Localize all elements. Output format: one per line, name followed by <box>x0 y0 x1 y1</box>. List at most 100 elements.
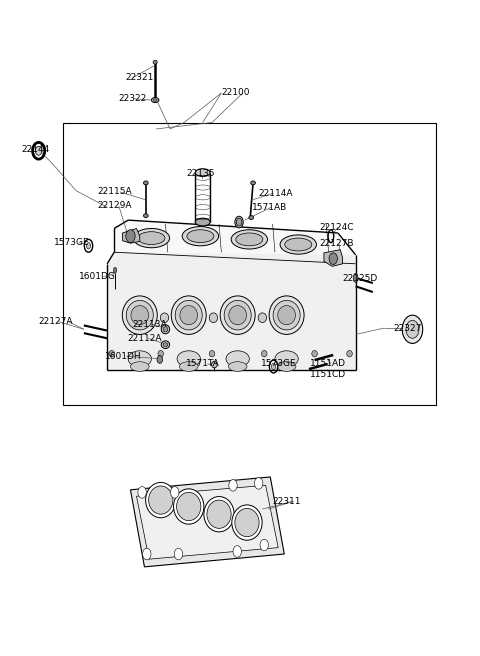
Polygon shape <box>114 220 356 264</box>
Ellipse shape <box>273 300 300 330</box>
Text: 1601DG: 1601DG <box>79 272 116 281</box>
Ellipse shape <box>212 361 217 368</box>
Ellipse shape <box>195 218 210 226</box>
Circle shape <box>402 315 423 343</box>
Text: 1571TA: 1571TA <box>186 359 220 369</box>
Ellipse shape <box>149 486 173 514</box>
Ellipse shape <box>171 296 206 335</box>
Circle shape <box>143 548 151 560</box>
Ellipse shape <box>269 296 304 335</box>
Polygon shape <box>136 485 278 559</box>
Ellipse shape <box>131 306 149 325</box>
Text: 22322: 22322 <box>119 94 147 103</box>
Ellipse shape <box>236 233 263 246</box>
Circle shape <box>157 356 163 363</box>
Ellipse shape <box>236 218 242 226</box>
Ellipse shape <box>180 306 198 325</box>
Ellipse shape <box>278 306 296 325</box>
Ellipse shape <box>161 325 169 334</box>
Ellipse shape <box>177 493 201 521</box>
Ellipse shape <box>277 361 296 371</box>
Text: 22115A: 22115A <box>98 188 132 196</box>
Text: 1573GE: 1573GE <box>261 359 297 369</box>
Ellipse shape <box>36 146 42 155</box>
Circle shape <box>329 253 337 264</box>
Ellipse shape <box>86 243 91 249</box>
Ellipse shape <box>285 238 312 251</box>
Polygon shape <box>107 252 356 370</box>
Text: 22127A: 22127A <box>38 317 73 326</box>
Polygon shape <box>324 250 343 266</box>
Circle shape <box>229 480 237 491</box>
Ellipse shape <box>220 296 255 335</box>
Ellipse shape <box>175 300 202 330</box>
Ellipse shape <box>228 361 247 371</box>
Ellipse shape <box>158 350 164 357</box>
Ellipse shape <box>280 235 316 254</box>
Ellipse shape <box>204 497 234 532</box>
Ellipse shape <box>209 350 215 357</box>
Ellipse shape <box>133 228 169 248</box>
Text: 1601DH: 1601DH <box>105 352 142 361</box>
Circle shape <box>126 230 135 243</box>
Ellipse shape <box>151 98 159 102</box>
Ellipse shape <box>160 313 168 323</box>
Text: 22114A: 22114A <box>259 189 293 197</box>
Ellipse shape <box>195 169 210 176</box>
Ellipse shape <box>144 181 148 185</box>
Ellipse shape <box>262 350 267 357</box>
Text: 22125D: 22125D <box>343 274 378 283</box>
Ellipse shape <box>145 482 176 518</box>
Ellipse shape <box>113 268 117 273</box>
Ellipse shape <box>128 351 151 367</box>
Ellipse shape <box>353 274 358 283</box>
Text: 1151CD: 1151CD <box>310 371 346 379</box>
Ellipse shape <box>138 232 165 245</box>
Text: 22124C: 22124C <box>319 222 354 232</box>
Circle shape <box>138 487 146 498</box>
Ellipse shape <box>163 327 168 332</box>
Text: 22144: 22144 <box>21 145 49 154</box>
Ellipse shape <box>153 60 157 64</box>
Circle shape <box>233 546 241 557</box>
Text: 22311: 22311 <box>273 497 301 506</box>
Ellipse shape <box>275 351 298 367</box>
Text: 22327: 22327 <box>393 323 421 333</box>
Ellipse shape <box>174 489 204 524</box>
Ellipse shape <box>144 214 148 218</box>
Text: 22127B: 22127B <box>319 239 354 248</box>
Ellipse shape <box>312 350 317 357</box>
Bar <box>63 123 436 405</box>
Text: 22113A: 22113A <box>132 319 167 329</box>
Ellipse shape <box>235 508 259 537</box>
Ellipse shape <box>122 296 157 335</box>
Circle shape <box>260 539 268 551</box>
Ellipse shape <box>177 351 200 367</box>
Ellipse shape <box>207 500 231 528</box>
Circle shape <box>170 487 179 498</box>
Ellipse shape <box>251 181 255 185</box>
Ellipse shape <box>126 300 153 330</box>
Ellipse shape <box>109 350 115 357</box>
Ellipse shape <box>347 350 352 357</box>
Ellipse shape <box>180 361 198 371</box>
Circle shape <box>254 478 263 489</box>
Text: 22112A: 22112A <box>127 334 162 343</box>
Circle shape <box>174 548 183 560</box>
Text: 22100: 22100 <box>221 89 250 98</box>
Ellipse shape <box>231 230 267 249</box>
Ellipse shape <box>153 99 157 101</box>
Ellipse shape <box>163 343 168 346</box>
Text: 22135: 22135 <box>186 169 215 178</box>
Ellipse shape <box>229 306 247 325</box>
Ellipse shape <box>226 351 249 367</box>
Polygon shape <box>131 477 284 567</box>
Ellipse shape <box>131 361 149 371</box>
Ellipse shape <box>224 300 251 330</box>
Ellipse shape <box>272 363 276 370</box>
Text: 1571AB: 1571AB <box>252 203 287 212</box>
Circle shape <box>406 320 419 338</box>
Text: 22321: 22321 <box>126 73 154 82</box>
Ellipse shape <box>161 341 169 348</box>
Ellipse shape <box>235 216 243 228</box>
